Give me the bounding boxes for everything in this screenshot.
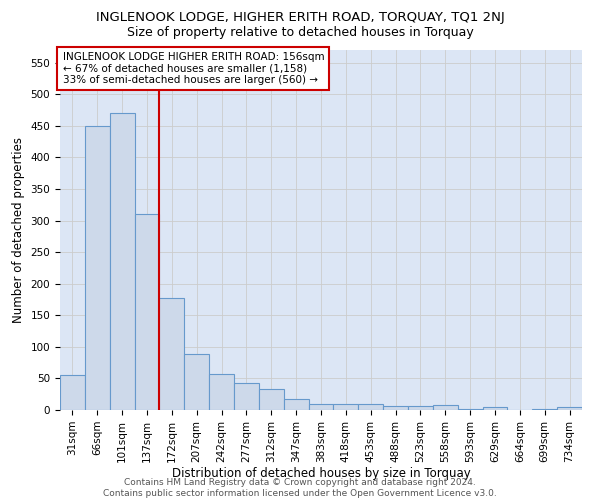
Bar	[383, 406, 408, 410]
Bar	[408, 406, 433, 410]
Bar	[308, 404, 334, 410]
Y-axis label: Number of detached properties: Number of detached properties	[12, 137, 25, 323]
Bar	[557, 407, 582, 410]
Text: INGLENOOK LODGE, HIGHER ERITH ROAD, TORQUAY, TQ1 2NJ: INGLENOOK LODGE, HIGHER ERITH ROAD, TORQ…	[95, 11, 505, 24]
Bar	[209, 374, 234, 410]
Bar	[160, 298, 184, 410]
Bar	[85, 126, 110, 410]
Text: INGLENOOK LODGE HIGHER ERITH ROAD: 156sqm
← 67% of detached houses are smaller (: INGLENOOK LODGE HIGHER ERITH ROAD: 156sq…	[62, 52, 324, 85]
Bar	[234, 383, 259, 410]
Bar	[110, 113, 134, 410]
X-axis label: Distribution of detached houses by size in Torquay: Distribution of detached houses by size …	[172, 468, 470, 480]
Bar	[433, 405, 458, 410]
Bar	[358, 404, 383, 410]
Bar	[184, 354, 209, 410]
Bar	[259, 389, 284, 410]
Bar	[482, 408, 508, 410]
Bar	[60, 376, 85, 410]
Text: Size of property relative to detached houses in Torquay: Size of property relative to detached ho…	[127, 26, 473, 39]
Text: Contains HM Land Registry data © Crown copyright and database right 2024.
Contai: Contains HM Land Registry data © Crown c…	[103, 478, 497, 498]
Bar	[334, 404, 358, 410]
Bar	[284, 400, 308, 410]
Bar	[134, 214, 160, 410]
